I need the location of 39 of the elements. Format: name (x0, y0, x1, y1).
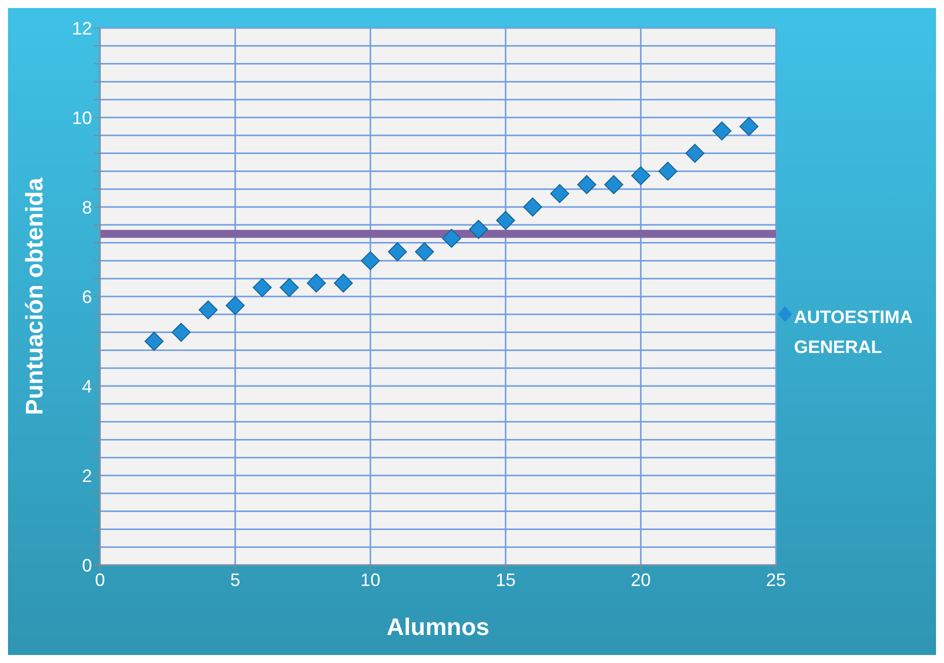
point (577, 175, 596, 194)
point (388, 242, 407, 262)
y-tick-label: 8 (82, 197, 92, 218)
point (523, 198, 542, 216)
point (172, 322, 191, 342)
point (496, 210, 516, 230)
point (658, 162, 678, 181)
x-tick-label: 0 (94, 570, 106, 590)
y-tick-label: 10 (72, 108, 92, 128)
x-tick-label: 15 (496, 570, 516, 590)
y-tick-label: 4 (82, 376, 92, 396)
point (442, 228, 462, 248)
point (414, 242, 434, 262)
point (226, 296, 245, 315)
point (631, 166, 650, 186)
point (334, 274, 353, 293)
point (306, 274, 326, 293)
point (360, 251, 380, 270)
x-tick-label: 5 (230, 570, 240, 590)
point (252, 278, 272, 298)
legend-label: AUTOESTIMA GENERAL (794, 306, 914, 358)
x-tick-label: 10 (360, 570, 380, 590)
point (685, 144, 704, 163)
y-tick-label: 2 (82, 466, 92, 486)
point (739, 116, 758, 136)
y-tick-label: 6 (82, 286, 92, 307)
point (712, 121, 732, 140)
point (198, 300, 218, 320)
point (604, 175, 624, 194)
x-axis-title: Alumnos (386, 614, 490, 641)
point (144, 332, 164, 351)
point (280, 278, 299, 298)
x-tick-label: 25 (766, 570, 786, 590)
point (550, 184, 570, 204)
y-axis-title: Puntuación obtenida (22, 177, 49, 416)
y-tick-label: 12 (72, 18, 92, 38)
x-tick-label: 20 (630, 570, 651, 590)
point (469, 220, 488, 239)
y-tick-label: 0 (82, 555, 92, 576)
